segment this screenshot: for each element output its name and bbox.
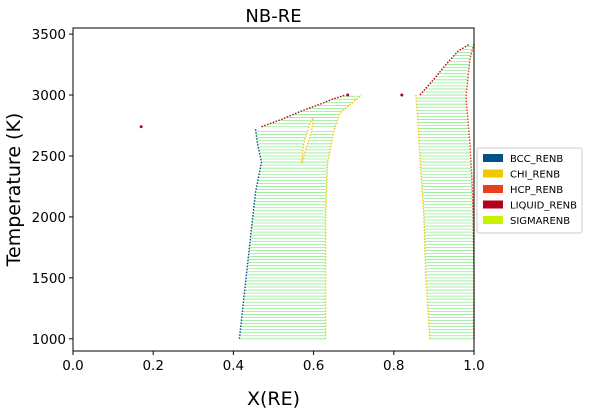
isolated-point (400, 93, 404, 97)
legend-label: HCP_RENB (510, 185, 563, 196)
x-tick-label: 0.0 (62, 358, 83, 374)
isolated-point (139, 125, 143, 129)
legend-label: LIQUID_RENB (510, 201, 577, 212)
legend-swatch (483, 200, 503, 209)
y-tick-label: 2500 (32, 149, 66, 165)
y-tick-label: 1500 (32, 271, 66, 287)
x-tick-label: 0.8 (383, 358, 404, 374)
legend-swatch (483, 154, 503, 162)
x-tick-label: 1.0 (463, 358, 484, 374)
boundary-bcc-sigma-left (238, 129, 263, 339)
isolated-point (346, 93, 350, 97)
plot-frame (72, 27, 475, 352)
boundary-liquid-right-top (419, 43, 471, 96)
legend-swatch (483, 216, 503, 224)
legend-swatch (483, 169, 503, 178)
legend: BCC_RENB CHI_RENB HCP_RENB LIQUID_RENB SIGMA… (476, 147, 583, 234)
boundary-sigma-right-upper (324, 94, 363, 339)
legend-label: SIGMARENB (510, 216, 570, 227)
y-axis-ticks: 1000 1500 2000 2500 3000 3500 (32, 27, 73, 348)
tie-lines-layer (239, 45, 474, 340)
phase-boundaries-layer (238, 43, 475, 339)
legend-swatch (483, 185, 503, 193)
x-axis-label: X(RE) (247, 388, 300, 410)
y-tick-label: 3000 (32, 88, 66, 104)
y-tick-label: 2000 (32, 210, 66, 226)
y-tick-label: 3500 (32, 27, 66, 43)
x-tick-label: 0.2 (142, 358, 163, 374)
isolated-points-layer (139, 93, 404, 129)
boundary-hcp-right (465, 43, 475, 339)
legend-box (476, 147, 583, 234)
x-tick-label: 0.6 (303, 358, 324, 374)
x-tick-label: 0.4 (223, 358, 244, 374)
boundary-liquid-left-top (261, 94, 346, 128)
legend-label: BCC_RENB (510, 154, 563, 165)
y-axis-label: Temperature (K) (3, 113, 25, 268)
boundary-gap-loop (300, 116, 315, 164)
legend-label: CHI_RENB (510, 170, 560, 181)
y-tick-label: 1000 (32, 332, 66, 348)
x-axis-ticks: 0.0 0.2 0.4 0.6 0.8 1.0 (62, 351, 485, 374)
chart-title: NB-RE (245, 6, 301, 27)
